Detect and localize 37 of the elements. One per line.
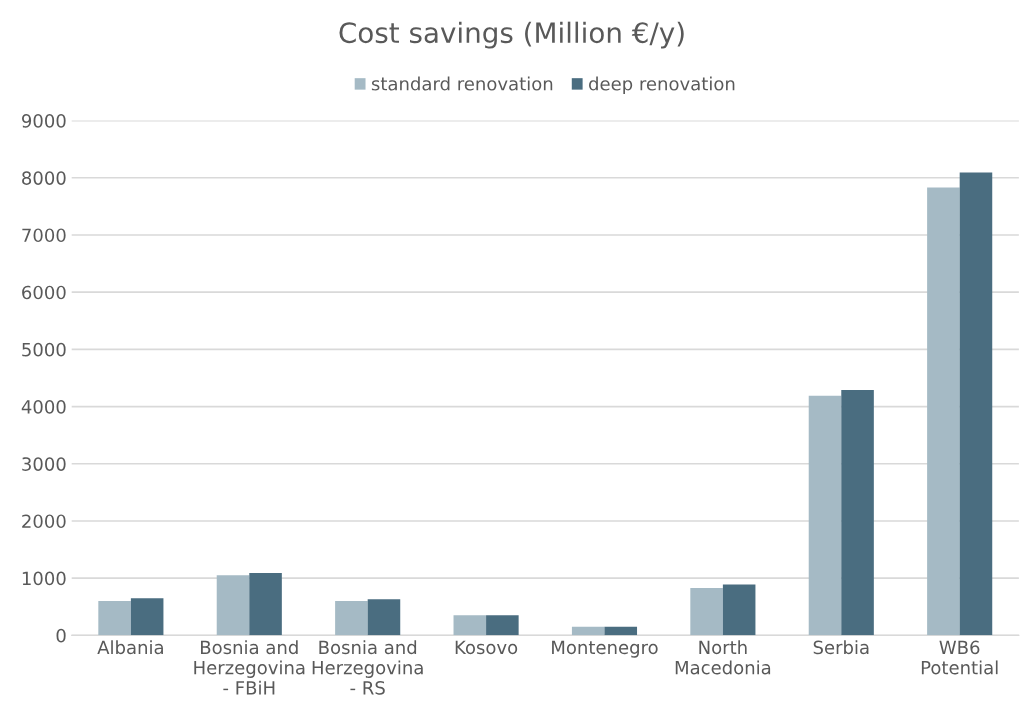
bar [249, 573, 282, 636]
bar [690, 587, 723, 636]
y-tick-label: 2000 [22, 514, 66, 529]
bar [486, 615, 519, 636]
bar [959, 172, 993, 636]
bar [722, 584, 756, 636]
x-tick-label: Montenegro [552, 640, 658, 658]
bar [367, 599, 401, 636]
x-tick-label: Serbia [813, 640, 869, 655]
y-tick-label: 5000 [22, 342, 66, 357]
x-tick-label: Kosovo [455, 640, 518, 655]
y-tick-label: 8000 [22, 171, 66, 185]
chart-title: Cost savings (Million €/y) [339, 21, 684, 49]
y-tick-label: 6000 [22, 285, 66, 300]
legend-label: deep renovation [589, 76, 735, 95]
legend-label: standard renovation [371, 76, 553, 91]
bar [571, 626, 605, 636]
bar [216, 575, 250, 636]
x-tick-label: Albania [97, 640, 163, 655]
x-tick-label: Bosnia and Herzegovina - RS [312, 640, 423, 695]
y-tick-label: 0 [56, 628, 66, 643]
y-tick-label: 9000 [22, 114, 66, 128]
x-tick-label: North Macedonia [675, 640, 771, 675]
bar [453, 615, 487, 636]
bar [98, 601, 131, 636]
bar [808, 395, 842, 636]
y-tick-label: 4000 [21, 400, 66, 414]
x-tick-label: WB6 Potential [921, 640, 998, 675]
bar [335, 601, 368, 636]
y-tick-label: 3000 [22, 457, 66, 471]
y-tick-label: 1000 [22, 571, 66, 586]
bar [841, 389, 874, 636]
y-tick-label: 7000 [22, 228, 66, 243]
bar [927, 187, 960, 636]
bar [130, 598, 164, 636]
x-tick-label: Bosnia and Herzegovina - FBiH [194, 640, 305, 695]
bar [604, 626, 638, 636]
